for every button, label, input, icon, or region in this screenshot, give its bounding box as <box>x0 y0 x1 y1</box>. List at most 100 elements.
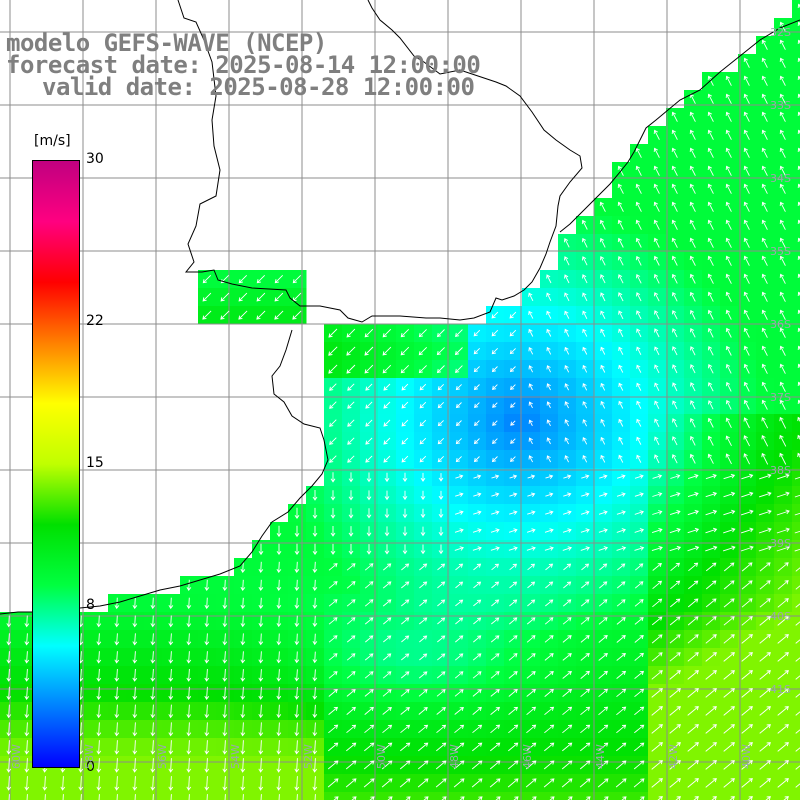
wind-arrow <box>363 778 375 788</box>
wind-arrow <box>526 528 536 533</box>
wind-arrow <box>435 778 447 788</box>
wind-arrow <box>687 760 699 770</box>
wind-arrow <box>473 438 480 445</box>
speed-cell <box>792 198 800 217</box>
wind-arrow <box>222 597 228 610</box>
wind-arrow <box>348 526 354 537</box>
wind-arrow <box>204 722 210 737</box>
wind-arrow <box>454 546 464 551</box>
wind-arrow <box>671 165 678 176</box>
wind-arrow <box>779 201 786 212</box>
wind-arrow <box>473 617 482 625</box>
speed-cell <box>792 306 800 325</box>
wind-arrow <box>779 129 786 140</box>
wind-arrow <box>761 201 768 212</box>
wind-arrow <box>563 474 572 479</box>
wind-arrow <box>743 327 750 338</box>
wind-arrow <box>491 311 499 319</box>
wind-arrow <box>705 652 717 662</box>
wind-arrow <box>528 346 534 355</box>
speed-cell <box>360 792 379 800</box>
wind-arrow <box>707 453 714 464</box>
wind-arrow <box>528 383 533 391</box>
wind-arrow <box>562 670 572 679</box>
wind-arrow <box>437 401 445 409</box>
wind-arrow <box>725 399 732 410</box>
wind-arrow <box>330 543 336 555</box>
wind-arrow <box>598 670 608 679</box>
wind-arrow <box>328 563 338 571</box>
wind-arrow <box>455 420 462 427</box>
wind-arrow <box>705 670 717 680</box>
wind-arrow <box>491 366 498 373</box>
wind-arrow <box>723 670 735 680</box>
wind-arrow <box>508 724 519 734</box>
wind-arrow <box>777 706 789 716</box>
wind-arrow <box>723 473 736 480</box>
speed-cell <box>774 792 793 800</box>
wind-arrow <box>562 546 572 551</box>
wind-arrow <box>616 510 626 515</box>
wind-arrow <box>455 456 462 463</box>
wind-arrow <box>705 742 717 752</box>
wind-arrow <box>312 615 318 628</box>
wind-arrow <box>582 454 588 463</box>
wind-arrow <box>346 689 356 697</box>
colorbar-tick-label: 22 <box>86 313 104 330</box>
wind-arrow <box>256 292 266 302</box>
wind-arrow <box>455 653 464 661</box>
wind-arrow <box>528 437 533 445</box>
wind-arrow <box>723 616 735 626</box>
speed-cell <box>792 72 800 91</box>
wind-arrow <box>186 633 192 646</box>
wind-arrow <box>6 740 12 755</box>
wind-arrow <box>186 758 192 773</box>
wind-arrow <box>672 346 678 356</box>
wind-arrow <box>580 599 590 607</box>
wind-arrow <box>671 111 678 122</box>
wind-arrow <box>400 346 410 356</box>
wind-arrow <box>671 183 678 194</box>
wind-arrow <box>96 633 102 646</box>
wind-arrow <box>312 579 318 592</box>
wind-arrow <box>168 758 174 773</box>
wind-arrow <box>707 165 714 176</box>
wind-arrow <box>419 599 428 607</box>
wind-arrow <box>333 796 339 800</box>
wind-arrow <box>707 201 714 212</box>
wind-arrow <box>598 706 609 716</box>
wind-arrow <box>725 363 732 374</box>
wind-arrow <box>690 382 696 392</box>
wind-arrow <box>705 778 717 788</box>
wind-arrow <box>454 671 464 679</box>
wind-arrow <box>150 597 156 610</box>
wind-arrow <box>401 653 410 661</box>
wind-arrow <box>294 615 300 628</box>
colorbar <box>32 160 80 768</box>
wind-arrow <box>669 778 681 788</box>
wind-arrow <box>24 722 30 737</box>
wind-arrow <box>168 633 174 646</box>
wind-arrow <box>759 724 771 734</box>
wind-arrow <box>779 399 786 410</box>
wind-arrow <box>528 419 533 427</box>
wind-arrow <box>616 599 626 607</box>
wind-arrow <box>797 57 800 63</box>
speed-cell <box>792 360 800 379</box>
wind-arrow <box>544 617 554 625</box>
wind-arrow <box>761 219 768 230</box>
wind-arrow <box>526 724 537 734</box>
wind-arrow <box>582 419 588 427</box>
wind-arrow <box>132 704 138 719</box>
latitude-label: 39S <box>770 537 791 550</box>
wind-arrow <box>759 778 771 788</box>
wind-arrow <box>761 399 768 410</box>
wind-arrow <box>528 401 533 409</box>
wind-arrow <box>401 383 409 391</box>
wind-arrow <box>258 651 264 664</box>
wind-arrow <box>618 328 624 338</box>
wind-arrow <box>705 598 717 608</box>
wind-arrow <box>600 454 606 463</box>
wind-arrow <box>797 309 800 315</box>
wind-arrow <box>651 706 663 716</box>
